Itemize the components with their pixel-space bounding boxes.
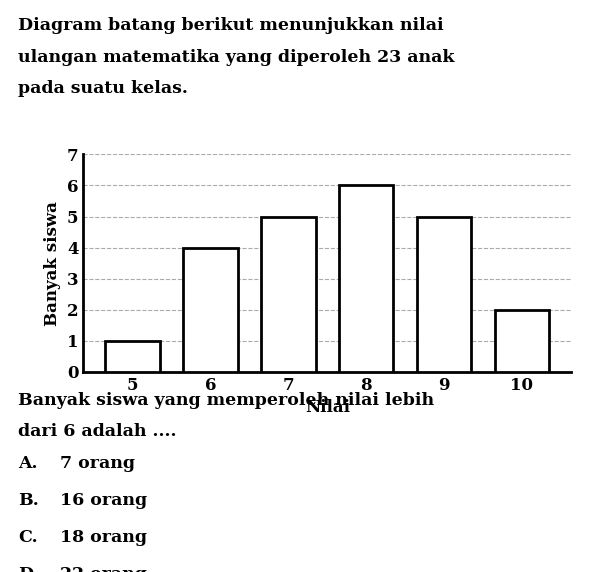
Text: D.: D. <box>18 566 38 572</box>
Text: C.: C. <box>18 529 37 546</box>
Text: pada suatu kelas.: pada suatu kelas. <box>18 80 188 97</box>
X-axis label: Nilai: Nilai <box>305 399 350 416</box>
Text: Banyak siswa yang memperoleh nilai lebih: Banyak siswa yang memperoleh nilai lebih <box>18 392 434 409</box>
Bar <box>339 185 393 372</box>
Bar <box>183 248 238 372</box>
Text: Diagram batang berikut menunjukkan nilai: Diagram batang berikut menunjukkan nilai <box>18 17 443 34</box>
Text: ulangan matematika yang diperoleh 23 anak: ulangan matematika yang diperoleh 23 ana… <box>18 49 455 66</box>
Bar <box>494 309 549 372</box>
Text: B.: B. <box>18 492 39 509</box>
Bar <box>261 217 315 372</box>
Text: A.: A. <box>18 455 37 472</box>
Bar <box>416 217 471 372</box>
Text: 16 orang: 16 orang <box>60 492 146 509</box>
Text: dari 6 adalah ....: dari 6 adalah .... <box>18 423 176 440</box>
Text: 7 orang: 7 orang <box>60 455 134 472</box>
Bar <box>105 341 160 372</box>
Text: 22 orang: 22 orang <box>60 566 146 572</box>
Y-axis label: Banyak siswa: Banyak siswa <box>44 201 61 325</box>
Text: 18 orang: 18 orang <box>60 529 146 546</box>
